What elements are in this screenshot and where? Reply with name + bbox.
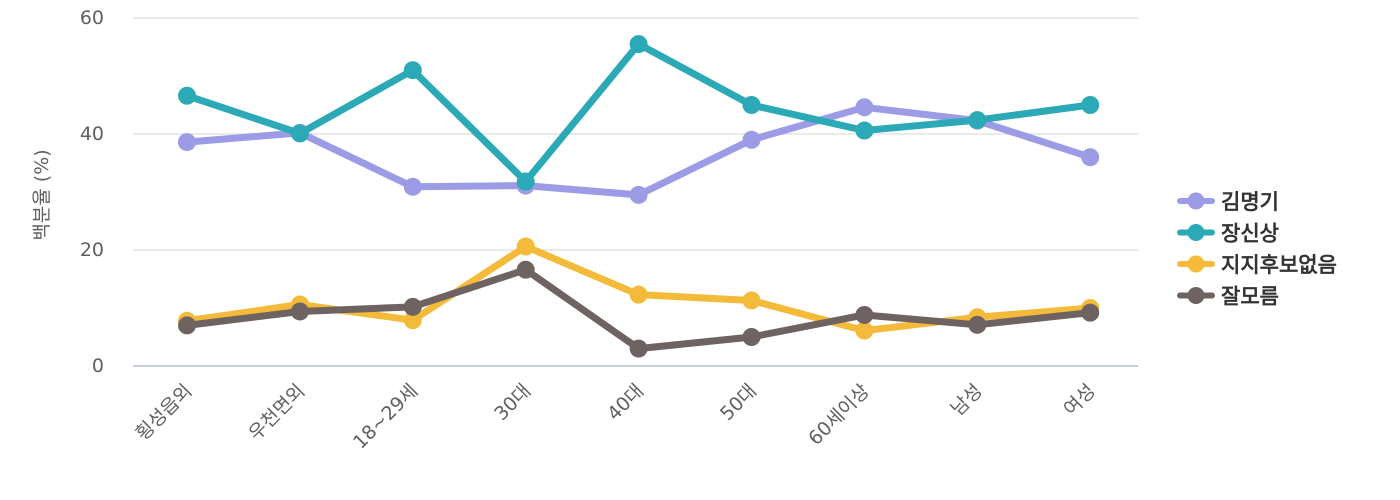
data-point (1081, 303, 1100, 322)
x-tick-label: 30대 (490, 380, 535, 425)
legend-item[interactable]: 지지후보없음 (1177, 253, 1337, 277)
data-point (629, 35, 648, 54)
data-point (403, 61, 422, 80)
data-point (403, 297, 422, 316)
data-point (403, 311, 422, 330)
series-1 (178, 98, 1100, 204)
legend-marker (1187, 287, 1205, 304)
data-point (742, 130, 761, 149)
x-tick-label: 남성 (947, 380, 987, 420)
data-point (1081, 148, 1100, 167)
data-point (855, 321, 874, 340)
data-point (290, 124, 309, 143)
data-point (855, 98, 874, 117)
data-point (742, 328, 761, 346)
x-tick-label: 50대 (716, 380, 761, 425)
legend-label: 장신상 (1221, 222, 1279, 246)
x-tick-label: 60세이상 (804, 380, 874, 450)
legend-label: 김명기 (1221, 190, 1279, 214)
data-point (968, 315, 987, 334)
data-point (742, 96, 761, 114)
x-tick-label: 우천면외 (244, 380, 309, 445)
data-point (516, 237, 535, 256)
series-line (183, 266, 1094, 353)
data-point (968, 111, 987, 130)
x-tick-label: 횡성읍외 (132, 380, 197, 445)
data-point (178, 86, 196, 105)
data-point (403, 177, 422, 196)
series-2 (178, 35, 1100, 191)
series (178, 35, 1100, 358)
legend-label: 지지후보없음 (1221, 253, 1337, 277)
data-point (290, 302, 309, 321)
legend-item[interactable]: 장신상 (1177, 222, 1279, 246)
legend-marker (1187, 224, 1205, 241)
data-point (1081, 96, 1100, 114)
data-point (178, 133, 196, 152)
legend-marker (1187, 192, 1205, 210)
data-point (629, 185, 648, 204)
data-point (629, 339, 648, 358)
series-4 (178, 260, 1100, 358)
x-tick-label: 40대 (603, 380, 648, 425)
data-point (178, 316, 196, 335)
x-tick-label: 여성 (1059, 380, 1099, 420)
y-tick-label: 0 (92, 355, 104, 377)
y-axis-title: 백분율 (%) (31, 149, 53, 240)
data-point (516, 172, 535, 191)
legend-item[interactable]: 김명기 (1177, 190, 1279, 214)
y-tick-label: 60 (80, 7, 104, 29)
y-axis-ticks: 0 20 40 60 (80, 7, 104, 377)
data-point (855, 121, 874, 140)
data-point (629, 285, 648, 304)
y-tick-label: 40 (80, 123, 104, 145)
data-point (742, 291, 761, 310)
legend-item[interactable]: 잘모름 (1177, 285, 1279, 309)
data-point (855, 305, 874, 324)
legend-label: 잘모름 (1221, 285, 1279, 309)
data-point (516, 260, 535, 279)
x-axis-ticks: 횡성읍외 우천면외 18~29세 30대 40대 50대 60세이상 남성 여성 (132, 380, 1100, 453)
y-tick-label: 20 (80, 239, 104, 261)
series-line (183, 40, 1094, 186)
x-tick-label: 18~29세 (349, 380, 422, 453)
legend-marker (1187, 255, 1205, 273)
